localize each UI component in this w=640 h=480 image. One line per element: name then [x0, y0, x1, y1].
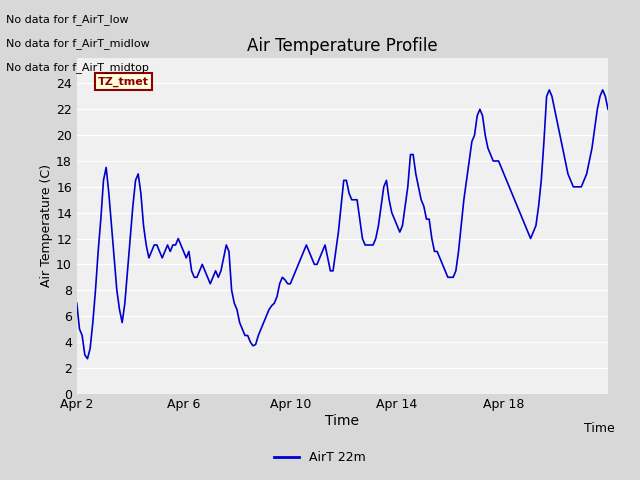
- X-axis label: Time: Time: [325, 414, 360, 428]
- Legend: AirT 22m: AirT 22m: [269, 446, 371, 469]
- Text: TZ_tmet: TZ_tmet: [98, 76, 149, 87]
- Text: No data for f_AirT_midlow: No data for f_AirT_midlow: [6, 38, 150, 49]
- Y-axis label: Air Temperature (C): Air Temperature (C): [40, 164, 53, 287]
- Text: Time: Time: [584, 422, 614, 435]
- Title: Air Temperature Profile: Air Temperature Profile: [247, 36, 438, 55]
- Text: No data for f_AirT_midtop: No data for f_AirT_midtop: [6, 62, 149, 73]
- Text: No data for f_AirT_low: No data for f_AirT_low: [6, 14, 129, 25]
